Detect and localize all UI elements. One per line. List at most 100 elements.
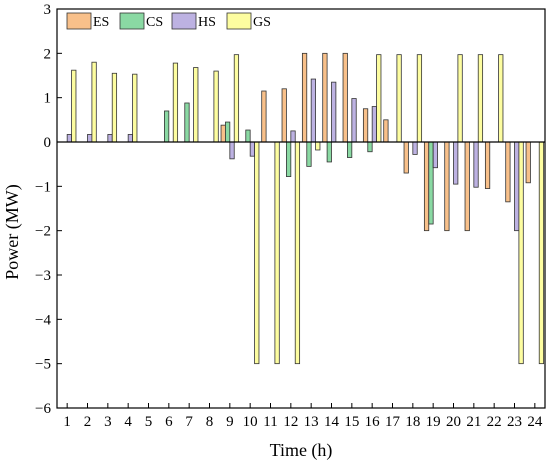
- y-axis-title: Power (MW): [2, 184, 23, 279]
- bar-hs-23: [514, 141, 520, 232]
- bar-hs-9: [229, 141, 235, 160]
- bar-hs-2: [87, 134, 93, 143]
- x-tick-label: 24: [527, 414, 543, 430]
- bar-gs-20: [457, 54, 463, 143]
- bar-cs-15: [347, 141, 353, 158]
- x-tick-label: 2: [84, 414, 92, 430]
- bar-gs-24: [538, 141, 545, 365]
- bar-cs-13: [306, 141, 312, 167]
- x-tick-label: 18: [405, 414, 420, 430]
- x-tick-label: 21: [466, 414, 481, 430]
- x-tick-label: 4: [124, 414, 132, 430]
- x-tick-label: 10: [243, 414, 258, 430]
- bar-gs-2: [91, 61, 97, 143]
- x-tick-label: 22: [487, 414, 502, 430]
- bar-gs-6: [172, 62, 179, 143]
- legend-swatch-cs: [119, 12, 145, 30]
- bar-es-11: [261, 90, 267, 143]
- x-axis-title: Time (h): [270, 440, 333, 461]
- bar-gs-1: [71, 69, 77, 143]
- bar-es-17: [383, 119, 389, 143]
- bar-layer: [66, 52, 545, 365]
- bar-cs-14: [326, 141, 332, 163]
- bar-hs-20: [453, 141, 459, 185]
- bar-cs-7: [184, 102, 190, 143]
- x-tick-label: 14: [324, 414, 340, 430]
- bar-es-22: [484, 141, 491, 189]
- x-tick-label: 15: [344, 414, 359, 430]
- x-tick-label: 19: [426, 414, 441, 430]
- bar-hs-4: [127, 134, 133, 143]
- bar-hs-1: [66, 134, 72, 143]
- bar-es-12: [281, 88, 287, 143]
- y-tick-label: −3: [35, 268, 51, 284]
- bar-gs-23: [518, 141, 524, 365]
- y-tick-label: 0: [44, 135, 52, 151]
- bar-es-21: [464, 141, 470, 232]
- bar-gs-22: [498, 54, 504, 143]
- legend: ES CS HS GS: [66, 12, 271, 30]
- y-tick-label: 1: [44, 91, 52, 107]
- bar-es-20: [444, 141, 450, 232]
- bar-cs-9: [225, 121, 231, 143]
- bar-gs-18: [416, 54, 423, 143]
- legend-label-gs: GS: [253, 15, 271, 30]
- bar-gs-7: [193, 67, 199, 143]
- bar-gs-8: [213, 70, 219, 143]
- bar-hs-15: [351, 98, 357, 143]
- bar-gs-12: [294, 141, 301, 365]
- bar-es-19: [423, 141, 430, 232]
- legend-label-hs: HS: [198, 15, 216, 30]
- legend-swatch-es: [66, 12, 92, 30]
- x-tick-label: 12: [283, 414, 298, 430]
- bar-gs-13: [315, 141, 321, 151]
- bar-es-24: [525, 141, 531, 184]
- bar-gs-21: [477, 54, 484, 143]
- y-tick-label: −1: [35, 179, 51, 195]
- bar-es-9: [220, 124, 226, 143]
- legend-swatch-hs: [171, 12, 197, 30]
- bar-cs-6: [164, 110, 170, 143]
- bar-gs-16: [376, 54, 382, 143]
- y-tick-label: −5: [35, 357, 51, 373]
- x-tick-label: 11: [263, 414, 277, 430]
- x-tick-label: 6: [165, 414, 173, 430]
- x-tick-label: 7: [185, 414, 193, 430]
- bar-hs-19: [432, 141, 438, 169]
- x-tick-label: 8: [206, 414, 214, 430]
- plot-frame: [56, 8, 546, 409]
- bar-es-23: [505, 141, 511, 203]
- bar-cs-19: [428, 141, 434, 225]
- bar-hs-12: [290, 130, 296, 143]
- bar-es-18: [403, 141, 409, 174]
- x-tick-label: 9: [226, 414, 234, 430]
- x-tick-label: 1: [63, 414, 71, 430]
- legend-label-cs: CS: [146, 15, 163, 30]
- bar-gs-4: [132, 73, 138, 143]
- x-tick-label: 3: [104, 414, 112, 430]
- bar-hs-14: [331, 81, 337, 143]
- bar-gs-3: [111, 72, 118, 143]
- bar-es-15: [342, 52, 348, 143]
- x-tick-label: 23: [507, 414, 522, 430]
- y-tick-label: 3: [44, 2, 52, 18]
- y-tick-label: −4: [35, 312, 51, 328]
- legend-swatch-gs: [226, 12, 252, 30]
- bar-cs-10: [245, 129, 251, 143]
- bar-hs-3: [107, 134, 113, 143]
- bar-hs-18: [412, 141, 418, 155]
- bar-gs-10: [254, 141, 260, 365]
- y-tick-label: −2: [35, 224, 51, 240]
- bar-gs-17: [396, 54, 402, 143]
- x-tick-label: 5: [145, 414, 153, 430]
- bar-gs-9: [233, 54, 240, 143]
- x-tick-label: 16: [365, 414, 381, 430]
- x-tick-label: 20: [446, 414, 461, 430]
- legend-label-es: ES: [93, 15, 109, 30]
- bar-hs-10: [249, 141, 255, 157]
- bar-es-16: [362, 108, 369, 143]
- y-tick-label: −6: [35, 401, 51, 417]
- x-tick-label: 13: [304, 414, 319, 430]
